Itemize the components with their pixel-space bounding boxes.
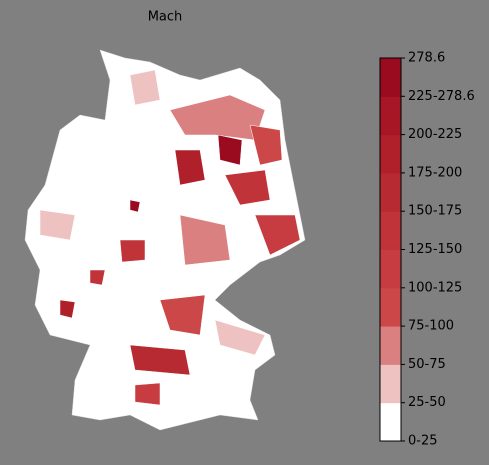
colorbar-segment [380,134,401,174]
colorbar-label: 278.6 [408,51,445,66]
colorbar-segment [380,326,401,365]
colorbar-segment [380,287,401,327]
map-title: Mach [148,10,183,25]
colorbar: 0-25 25-50 50-75 75-100 100-125 125-150 150-17… [380,51,475,449]
colorbar-label: 200-225 [408,127,462,142]
colorbar-label: 150-175 [408,204,462,219]
colorbar-segment [380,211,401,250]
colorbar-label: 175-200 [408,165,462,180]
colorbar-segment [380,364,401,404]
colorbar-label: 50-75 [408,357,446,372]
colorbar-segment [380,172,401,212]
colorbar-label: 125-150 [408,242,462,257]
colorbar-label: 100-125 [408,280,462,295]
colorbar-label: 25-50 [408,395,446,410]
colorbar-label: 75-100 [408,319,454,334]
colorbar-segment [380,96,401,136]
colorbar-frame [379,57,402,442]
country-outline [24,49,306,431]
colorbar-label: 0-25 [408,434,438,449]
colorbar-segment [380,58,401,97]
colorbar-segment [380,249,401,289]
colorbar-label: 225-278.6 [408,89,475,104]
colorbar-segment [380,402,401,442]
region-patches [39,69,301,406]
germany-map [24,49,306,431]
